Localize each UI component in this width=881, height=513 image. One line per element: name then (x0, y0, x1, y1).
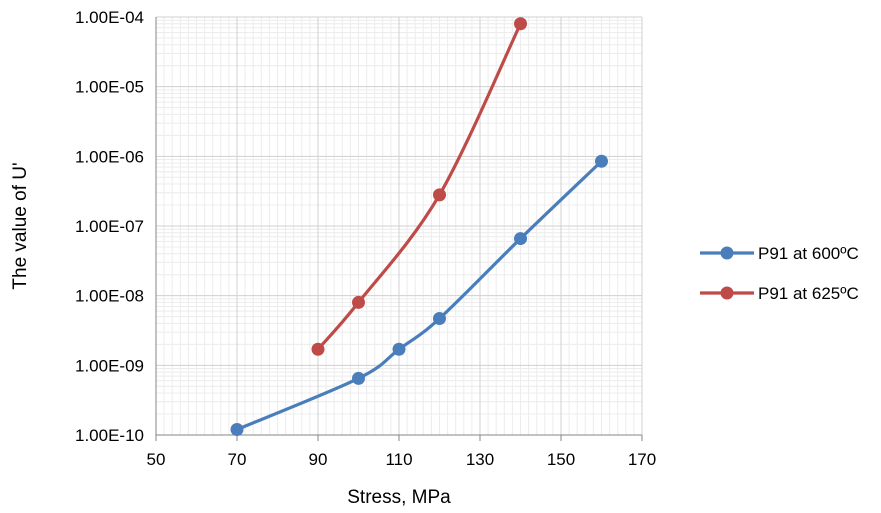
legend-label-600: P91 at 600ºC (758, 244, 859, 263)
y-tick-label: 1.00E-08 (75, 287, 144, 306)
legend: P91 at 600ºC P91 at 625ºC (700, 244, 859, 303)
legend-item-625: P91 at 625ºC (700, 284, 859, 303)
data-point (433, 312, 446, 326)
x-tick-label: 70 (228, 450, 247, 469)
series-line-0 (235, 159, 604, 432)
data-point (311, 342, 325, 356)
legend-item-600: P91 at 600ºC (700, 244, 859, 263)
data-point (392, 342, 406, 356)
x-tick-label: 170 (628, 450, 656, 469)
x-tick-label: 110 (385, 450, 412, 469)
y-tick-label: 1.00E-06 (75, 147, 144, 166)
x-tick-label: 90 (309, 450, 328, 469)
x-tick-label: 130 (466, 450, 494, 469)
data-point (433, 188, 446, 202)
y-tick-labels: 1.00E-10 1.00E-09 1.00E-08 1.00E-07 1.00E-06… (75, 8, 144, 445)
x-axis-title: Stress, MPa (347, 487, 451, 508)
y-axis-title: The value of U' (10, 162, 31, 289)
y-tick-label: 1.00E-10 (75, 426, 144, 445)
legend-marker-600 (720, 246, 734, 260)
data-point (514, 17, 527, 31)
x-tick-label: 150 (547, 450, 575, 469)
y-tick-label: 1.00E-09 (75, 356, 144, 375)
x-tick-label: 50 (147, 450, 166, 469)
legend-label-625: P91 at 625ºC (758, 284, 859, 303)
data-point (230, 422, 244, 436)
y-tick-label: 1.00E-05 (75, 78, 144, 97)
data-point (595, 154, 608, 168)
y-tick-label: 1.00E-04 (75, 8, 144, 27)
series-0 (230, 154, 608, 436)
series-layer (230, 17, 608, 436)
series-1 (311, 17, 527, 356)
series-line-1 (316, 22, 523, 351)
data-point (514, 232, 527, 246)
data-point (352, 295, 365, 309)
y-tick-label: 1.00E-07 (75, 217, 144, 236)
legend-marker-625 (720, 286, 734, 300)
data-point (352, 371, 365, 385)
x-tick-labels: 50 70 90 110 130 150 170 (147, 450, 657, 469)
